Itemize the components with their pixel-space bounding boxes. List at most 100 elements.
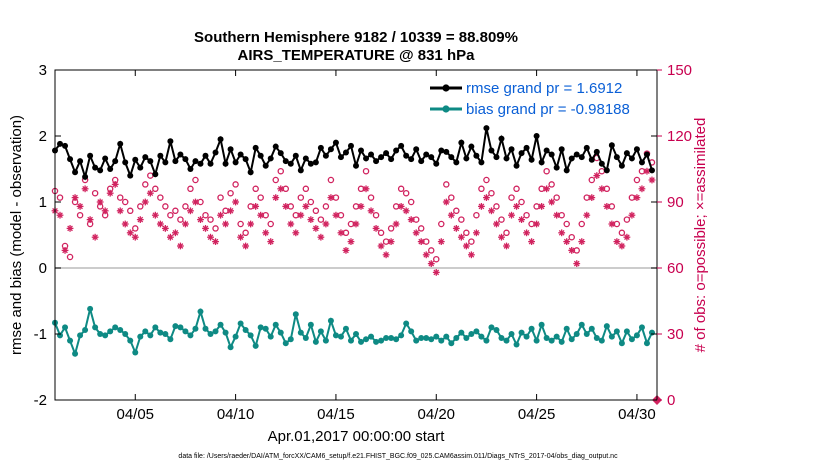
bias-point (553, 333, 560, 340)
bias-point (307, 321, 314, 328)
rmse-point (312, 159, 319, 166)
assimilated-obs-point (573, 260, 581, 267)
bias-point (368, 333, 375, 340)
bias-point (267, 333, 274, 340)
x-tick-label: 04/20 (417, 406, 455, 423)
bias-point (157, 329, 164, 336)
assimilated-obs-point (367, 207, 375, 215)
assimilated-obs-point (172, 229, 179, 237)
rmse-point (548, 151, 555, 158)
rmse-point (633, 146, 640, 153)
possible-obs-point (217, 194, 224, 201)
bias-point (408, 328, 415, 335)
bias-point (187, 332, 194, 339)
rmse-point (72, 169, 79, 176)
chart-subtitle: AIRS_TEMPERATURE @ 831 hPa (238, 47, 476, 64)
bias-point (608, 333, 615, 340)
y-tick-label: 2 (39, 128, 47, 145)
assimilated-obs-point (543, 185, 551, 193)
assimilated-obs-point (347, 238, 355, 245)
rmse-point (132, 156, 139, 163)
rmse-point (503, 155, 510, 162)
x-tick-label: 04/05 (116, 406, 154, 423)
assimilated-obs-point (503, 242, 510, 250)
assimilated-obs-point (578, 238, 586, 245)
bias-point (197, 308, 204, 315)
bias-point (468, 331, 475, 337)
bias-point (418, 334, 425, 341)
rmse-point (92, 164, 99, 171)
rmse-point (277, 150, 284, 157)
possible-obs-point (232, 181, 239, 188)
rmse-point (573, 151, 580, 158)
possible-obs-point (267, 220, 274, 228)
assimilated-obs-point (437, 238, 445, 245)
x-tick-label: 04/30 (618, 406, 656, 423)
possible-obs-point (478, 185, 485, 193)
assimilated-obs-point (187, 207, 194, 215)
bias-point (167, 336, 174, 343)
y-tick-label: 0 (39, 260, 47, 277)
rmse-point (383, 150, 390, 157)
assimilated-obs-point (212, 238, 219, 245)
rmse-point (638, 159, 645, 166)
possible-obs-point (498, 216, 505, 223)
assimilated-obs-point (91, 233, 99, 241)
rmse-point (227, 146, 234, 153)
rmse-point (623, 150, 630, 157)
assimilated-obs-point (643, 167, 651, 175)
assimilated-obs-point (101, 207, 109, 215)
rmse-point (307, 160, 314, 167)
possible-obs-point (483, 176, 490, 184)
assimilated-obs-point (382, 251, 390, 259)
rmse-point (378, 154, 385, 161)
rmse-point (127, 172, 134, 179)
assimilated-obs-point (96, 198, 104, 206)
assimilated-obs-point (483, 194, 490, 201)
bias-point (332, 332, 339, 339)
rmse-point (528, 156, 535, 163)
rmse-point (558, 146, 565, 153)
assimilated-obs-point (197, 216, 204, 223)
possible-obs-point (453, 207, 460, 215)
rmse-point (147, 158, 154, 165)
possible-obs-point (322, 203, 330, 210)
bias-point (152, 324, 159, 331)
bias-point (513, 341, 520, 348)
assimilated-obs-point (478, 203, 485, 210)
assimilated-obs-point (161, 225, 169, 232)
y-right-tick-label: 0 (667, 392, 675, 409)
bias-point (643, 340, 650, 347)
rmse-point (453, 159, 460, 166)
assimilated-obs-point (111, 181, 119, 188)
assimilated-obs-point (608, 220, 616, 228)
bias-point (82, 327, 89, 334)
assimilated-obs-point (352, 220, 360, 228)
assimilated-obs-point (317, 233, 325, 241)
bias-point (353, 331, 359, 337)
assimilated-obs-point (563, 238, 571, 245)
rmse-point (648, 167, 655, 174)
rmse-point (82, 173, 89, 180)
y-right-tick-label: 60 (667, 260, 684, 277)
bias-point (312, 338, 319, 345)
assimilated-obs-point (116, 207, 124, 215)
rmse-point (287, 160, 294, 167)
bias-point (393, 336, 400, 343)
assimilated-obs-point (56, 211, 64, 219)
y-tick-label: -1 (34, 326, 47, 343)
legend-bias-marker (442, 105, 450, 113)
rmse-point (137, 164, 144, 171)
assimilated-obs-point (302, 203, 310, 210)
rmse-point (628, 155, 635, 162)
assimilated-obs-point (538, 203, 546, 210)
rmse-point (413, 146, 420, 153)
bias-point (588, 325, 595, 332)
assimilated-obs-point (603, 203, 611, 210)
assimilated-obs-point (327, 194, 335, 201)
bias-point (282, 340, 289, 347)
bias-point (202, 325, 209, 332)
bias-point (57, 332, 64, 339)
possible-obs-point (177, 216, 184, 223)
